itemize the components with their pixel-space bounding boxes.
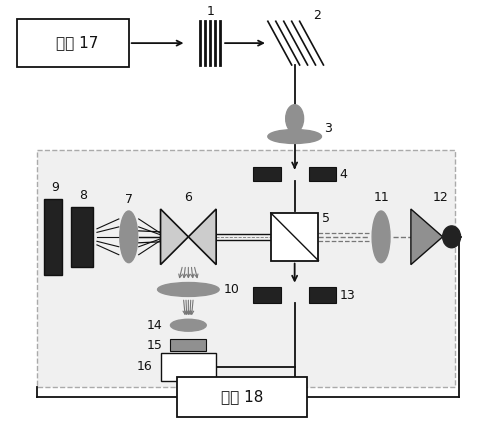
- Text: 12: 12: [433, 191, 449, 204]
- Ellipse shape: [268, 130, 321, 144]
- Text: 11: 11: [373, 191, 389, 204]
- Text: 16: 16: [137, 360, 152, 373]
- Ellipse shape: [120, 211, 137, 263]
- Bar: [17, 19, 129, 67]
- Bar: [45, 199, 62, 274]
- Bar: [309, 288, 336, 304]
- Text: 2: 2: [314, 9, 321, 22]
- Ellipse shape: [443, 226, 461, 248]
- Text: 9: 9: [51, 181, 59, 194]
- Ellipse shape: [158, 282, 219, 296]
- Text: 10: 10: [224, 283, 240, 296]
- Text: 15: 15: [147, 338, 163, 352]
- Bar: [178, 377, 306, 417]
- Bar: [309, 167, 336, 181]
- Text: 3: 3: [324, 122, 333, 135]
- Bar: [161, 353, 216, 381]
- Bar: [253, 288, 281, 304]
- Polygon shape: [161, 209, 188, 265]
- Polygon shape: [411, 209, 443, 265]
- Text: 8: 8: [79, 189, 87, 202]
- Text: 6: 6: [184, 191, 192, 204]
- Bar: [271, 213, 318, 261]
- Bar: [170, 339, 206, 351]
- Text: 1: 1: [206, 5, 214, 18]
- Text: 4: 4: [339, 168, 347, 181]
- Bar: [71, 207, 93, 266]
- Text: 7: 7: [125, 192, 133, 205]
- Polygon shape: [188, 209, 216, 265]
- Text: 14: 14: [147, 319, 163, 332]
- Ellipse shape: [286, 105, 303, 133]
- Text: 5: 5: [322, 213, 331, 225]
- Text: 13: 13: [339, 289, 355, 302]
- Ellipse shape: [372, 211, 390, 263]
- Text: 电脑 18: 电脑 18: [221, 389, 263, 404]
- Text: 激光 17: 激光 17: [56, 36, 98, 51]
- Bar: [37, 150, 454, 387]
- Ellipse shape: [170, 319, 206, 331]
- Bar: [253, 167, 281, 181]
